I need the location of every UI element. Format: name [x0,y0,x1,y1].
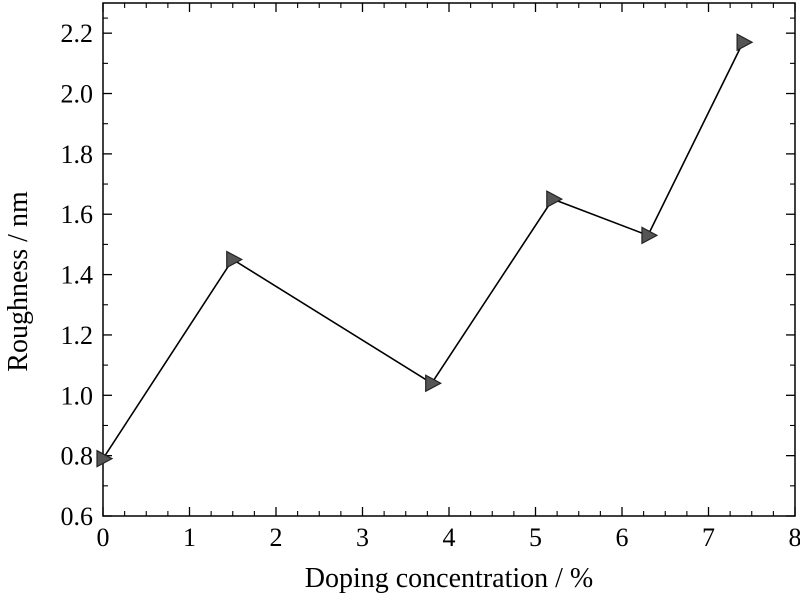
y-tick-label: 2.2 [61,19,94,48]
data-point-marker [96,449,114,468]
data-point-marker [425,374,442,393]
data-point-marker [736,33,754,52]
series-layer [96,33,754,468]
x-axis-title: Doping concentration / % [305,563,593,594]
y-tick-label: 1.8 [61,140,94,169]
x-tick-label: 7 [702,523,715,552]
data-point-marker [546,190,564,209]
x-tick-label: 6 [616,523,629,552]
axes-layer [102,2,796,517]
series-line [102,41,744,460]
y-tick-label: 1.0 [61,381,94,410]
x-tick-label: 3 [356,523,369,552]
y-tick-label: 1.2 [61,321,94,350]
x-tick-label: 4 [443,523,456,552]
x-tick-label: 0 [97,523,110,552]
y-tick-label: 2.0 [61,80,94,109]
y-tick-label: 0.6 [61,502,94,531]
y-tick-label: 0.8 [61,442,94,471]
data-point-marker [226,250,244,269]
data-point-marker [641,226,659,245]
ticks-layer: 0 1 2 3 4 5 6 7 8 0.6 0.8 1.0 1.2 1.4 1.6 1.8 2.0 2.2 [61,3,800,552]
x-tick-label: 5 [529,523,542,552]
x-tick-label: 2 [270,523,283,552]
x-tick-label: 1 [183,523,196,552]
y-axis-title: Roughness / nm [3,191,34,372]
y-tick-label: 1.4 [61,261,94,290]
y-tick-label: 1.6 [61,200,94,229]
x-tick-label: 8 [789,523,800,552]
plot-frame [102,2,796,517]
